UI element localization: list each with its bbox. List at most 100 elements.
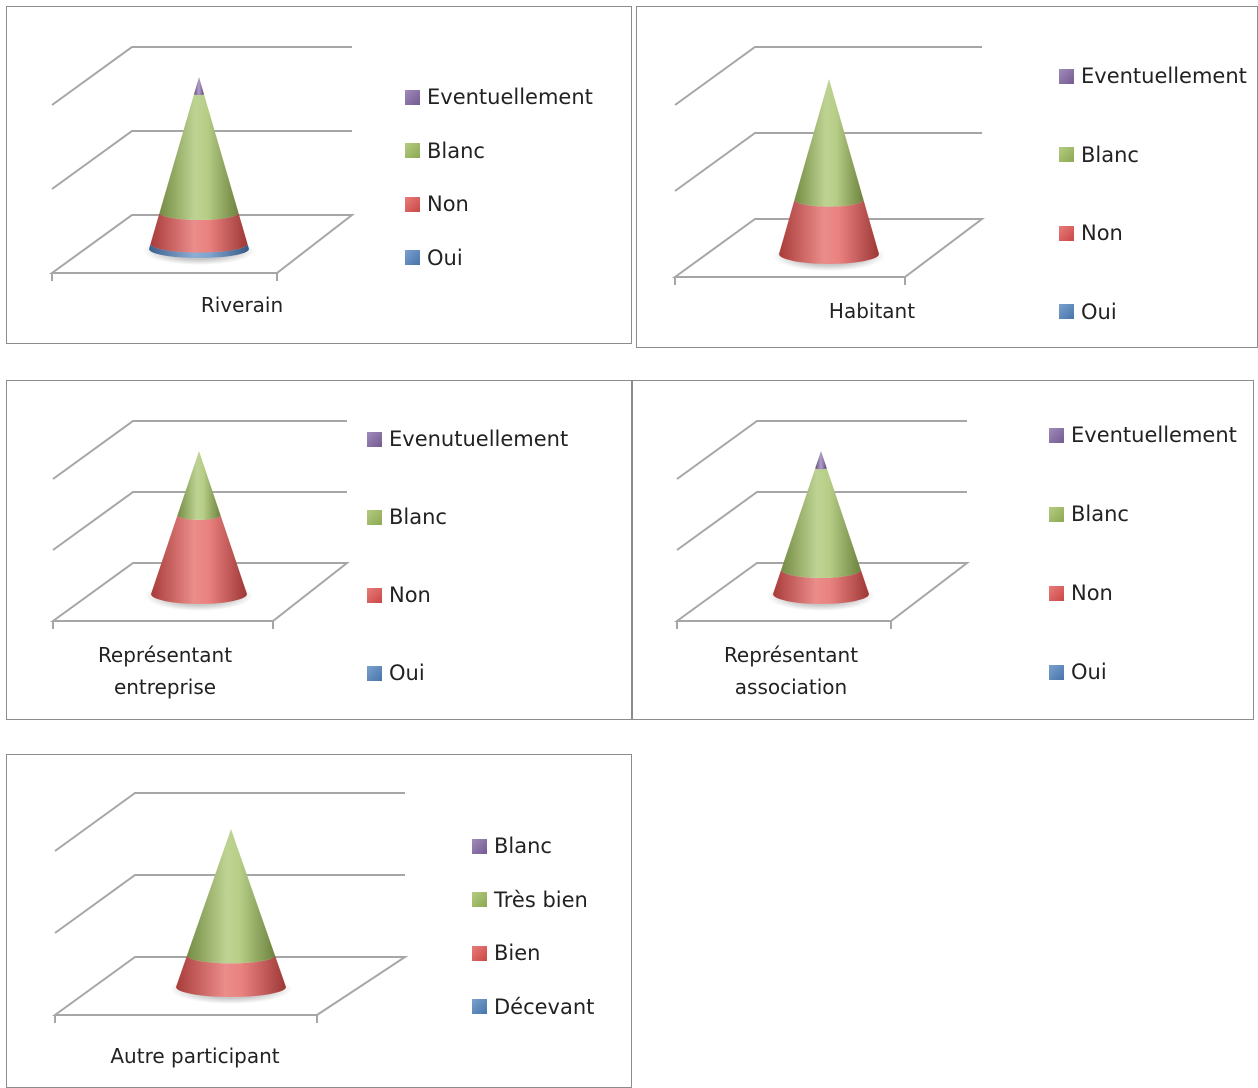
legend-swatch [405,143,420,158]
cone-chart [49,420,350,629]
legend-item-bien: Bien [472,941,540,965]
legend-swatch [472,945,487,961]
legend-item-eventuellement: Eventuellement [1049,423,1237,447]
cone-segment-non [150,212,248,253]
category-label: Habitant [828,299,916,323]
cone-segment-blanc [159,94,239,220]
cone-segment-bien [176,955,286,997]
cone-segment-eventuellement [815,451,827,470]
legend-label: Non [389,583,431,607]
legend-swatch [1049,585,1064,601]
legend-swatch [1059,304,1074,319]
legend-label: Oui [1071,660,1107,684]
cone-segment-non [779,199,879,264]
chart-panel-autre-participant: Autre participant Blanc Très bien Bien Décev… [6,754,632,1088]
cone-segment-tres-bien [187,829,275,964]
gridline [54,792,405,852]
legend-label: Blanc [1071,502,1129,526]
legend-swatch [367,431,382,447]
gridline [52,420,347,480]
chart-floor [48,214,355,274]
chart-panel-representant-entreprise: Représentant entreprise Evenutuellement Bl… [6,380,632,720]
legend-item-evenutuellement: Evenutuellement [367,427,568,451]
legend-item-blanc: Blanc [1059,143,1139,167]
gridline [51,46,352,106]
legend-label: Blanc [427,138,485,163]
legend-item-blanc: Blanc [405,139,485,163]
legend-label: Bien [494,941,541,965]
legend-label: Oui [1081,299,1117,324]
cone-segment-oui [149,243,249,258]
legend-swatch [1059,225,1074,241]
category-label: Autre participant [110,1044,280,1068]
gridline [676,420,967,480]
legend-item-non: Non [1059,221,1123,245]
legend-swatch [405,196,420,212]
legend-item-eventuellement: Eventuellement [405,85,593,109]
legend-swatch [367,509,382,525]
cone-segment-eventuellement [194,77,204,96]
legend-label: Blanc [1081,142,1139,167]
legend-label: Eventuellement [427,85,593,109]
legend-swatch [405,89,420,105]
legend-swatch [367,665,382,681]
legend-label: Eventuellement [1071,423,1237,447]
legend-swatch [405,250,420,265]
cone-segment-blanc [781,468,861,578]
legend-label: Blanc [494,834,552,858]
legend-label: Oui [427,245,463,270]
cone-chart [671,46,985,285]
cone-chart [48,46,355,281]
chart-floor [671,218,985,278]
gridline [674,132,982,192]
chart-floor [51,956,409,1016]
legend-label: Non [1081,221,1123,245]
legend-item-non: Non [367,583,431,607]
cone-segment-non [151,515,247,604]
legend-item-eventuellement: Eventuellement [1059,64,1247,88]
chart-panel-riverain: Riverain Eventuellement Blanc Non Oui [6,6,632,344]
cone-chart [673,420,970,629]
cone-chart [51,792,409,1023]
legend-item-non: Non [1049,581,1113,605]
legend-swatch [472,999,487,1014]
gridline [54,874,405,934]
legend-swatch [1059,68,1074,84]
legend-item-decevant: Décevant [472,995,594,1019]
category-label: Représentant association [723,643,859,699]
legend-item-oui: Oui [1059,300,1117,324]
legend-item-oui: Oui [1049,660,1107,684]
cone-segment-non [773,569,869,604]
legend-item-oui: Oui [405,246,463,270]
chart-floor [673,562,970,622]
legend-item-blanc: Blanc [472,834,552,858]
legend-item-non: Non [405,192,469,216]
legend-label: Eventuellement [1081,64,1247,88]
legend-label: Blanc [389,505,447,529]
cone-segment-blanc [177,451,221,520]
legend-label: Très bien [494,887,588,912]
legend-label: Non [427,192,469,216]
legend-swatch [367,587,382,603]
chart-panel-representant-association: Représentant association Eventuellement Bl… [632,380,1254,720]
legend-item-blanc: Blanc [367,505,447,529]
cone-segment-blanc [794,79,864,207]
legend-swatch [472,838,487,854]
legend-swatch [1049,427,1064,443]
legend-swatch [1049,664,1064,680]
gridline [51,130,352,190]
legend-label: Evenutuellement [389,427,569,451]
legend-label: Décevant [494,994,595,1019]
legend-label: Non [1071,581,1113,605]
chart-floor [49,562,350,622]
chart-panel-habitant: Habitant Eventuellement Blanc Non Oui [636,6,1258,348]
legend-item-tres-bien: Très bien [472,888,588,912]
category-label: Riverain [200,293,284,317]
gridline [676,491,967,551]
legend-item-oui: Oui [367,661,425,685]
legend-item-blanc: Blanc [1049,502,1129,526]
gridline [52,491,347,551]
legend-swatch [1049,506,1064,522]
legend-swatch [472,892,487,907]
legend-label: Oui [389,661,425,685]
